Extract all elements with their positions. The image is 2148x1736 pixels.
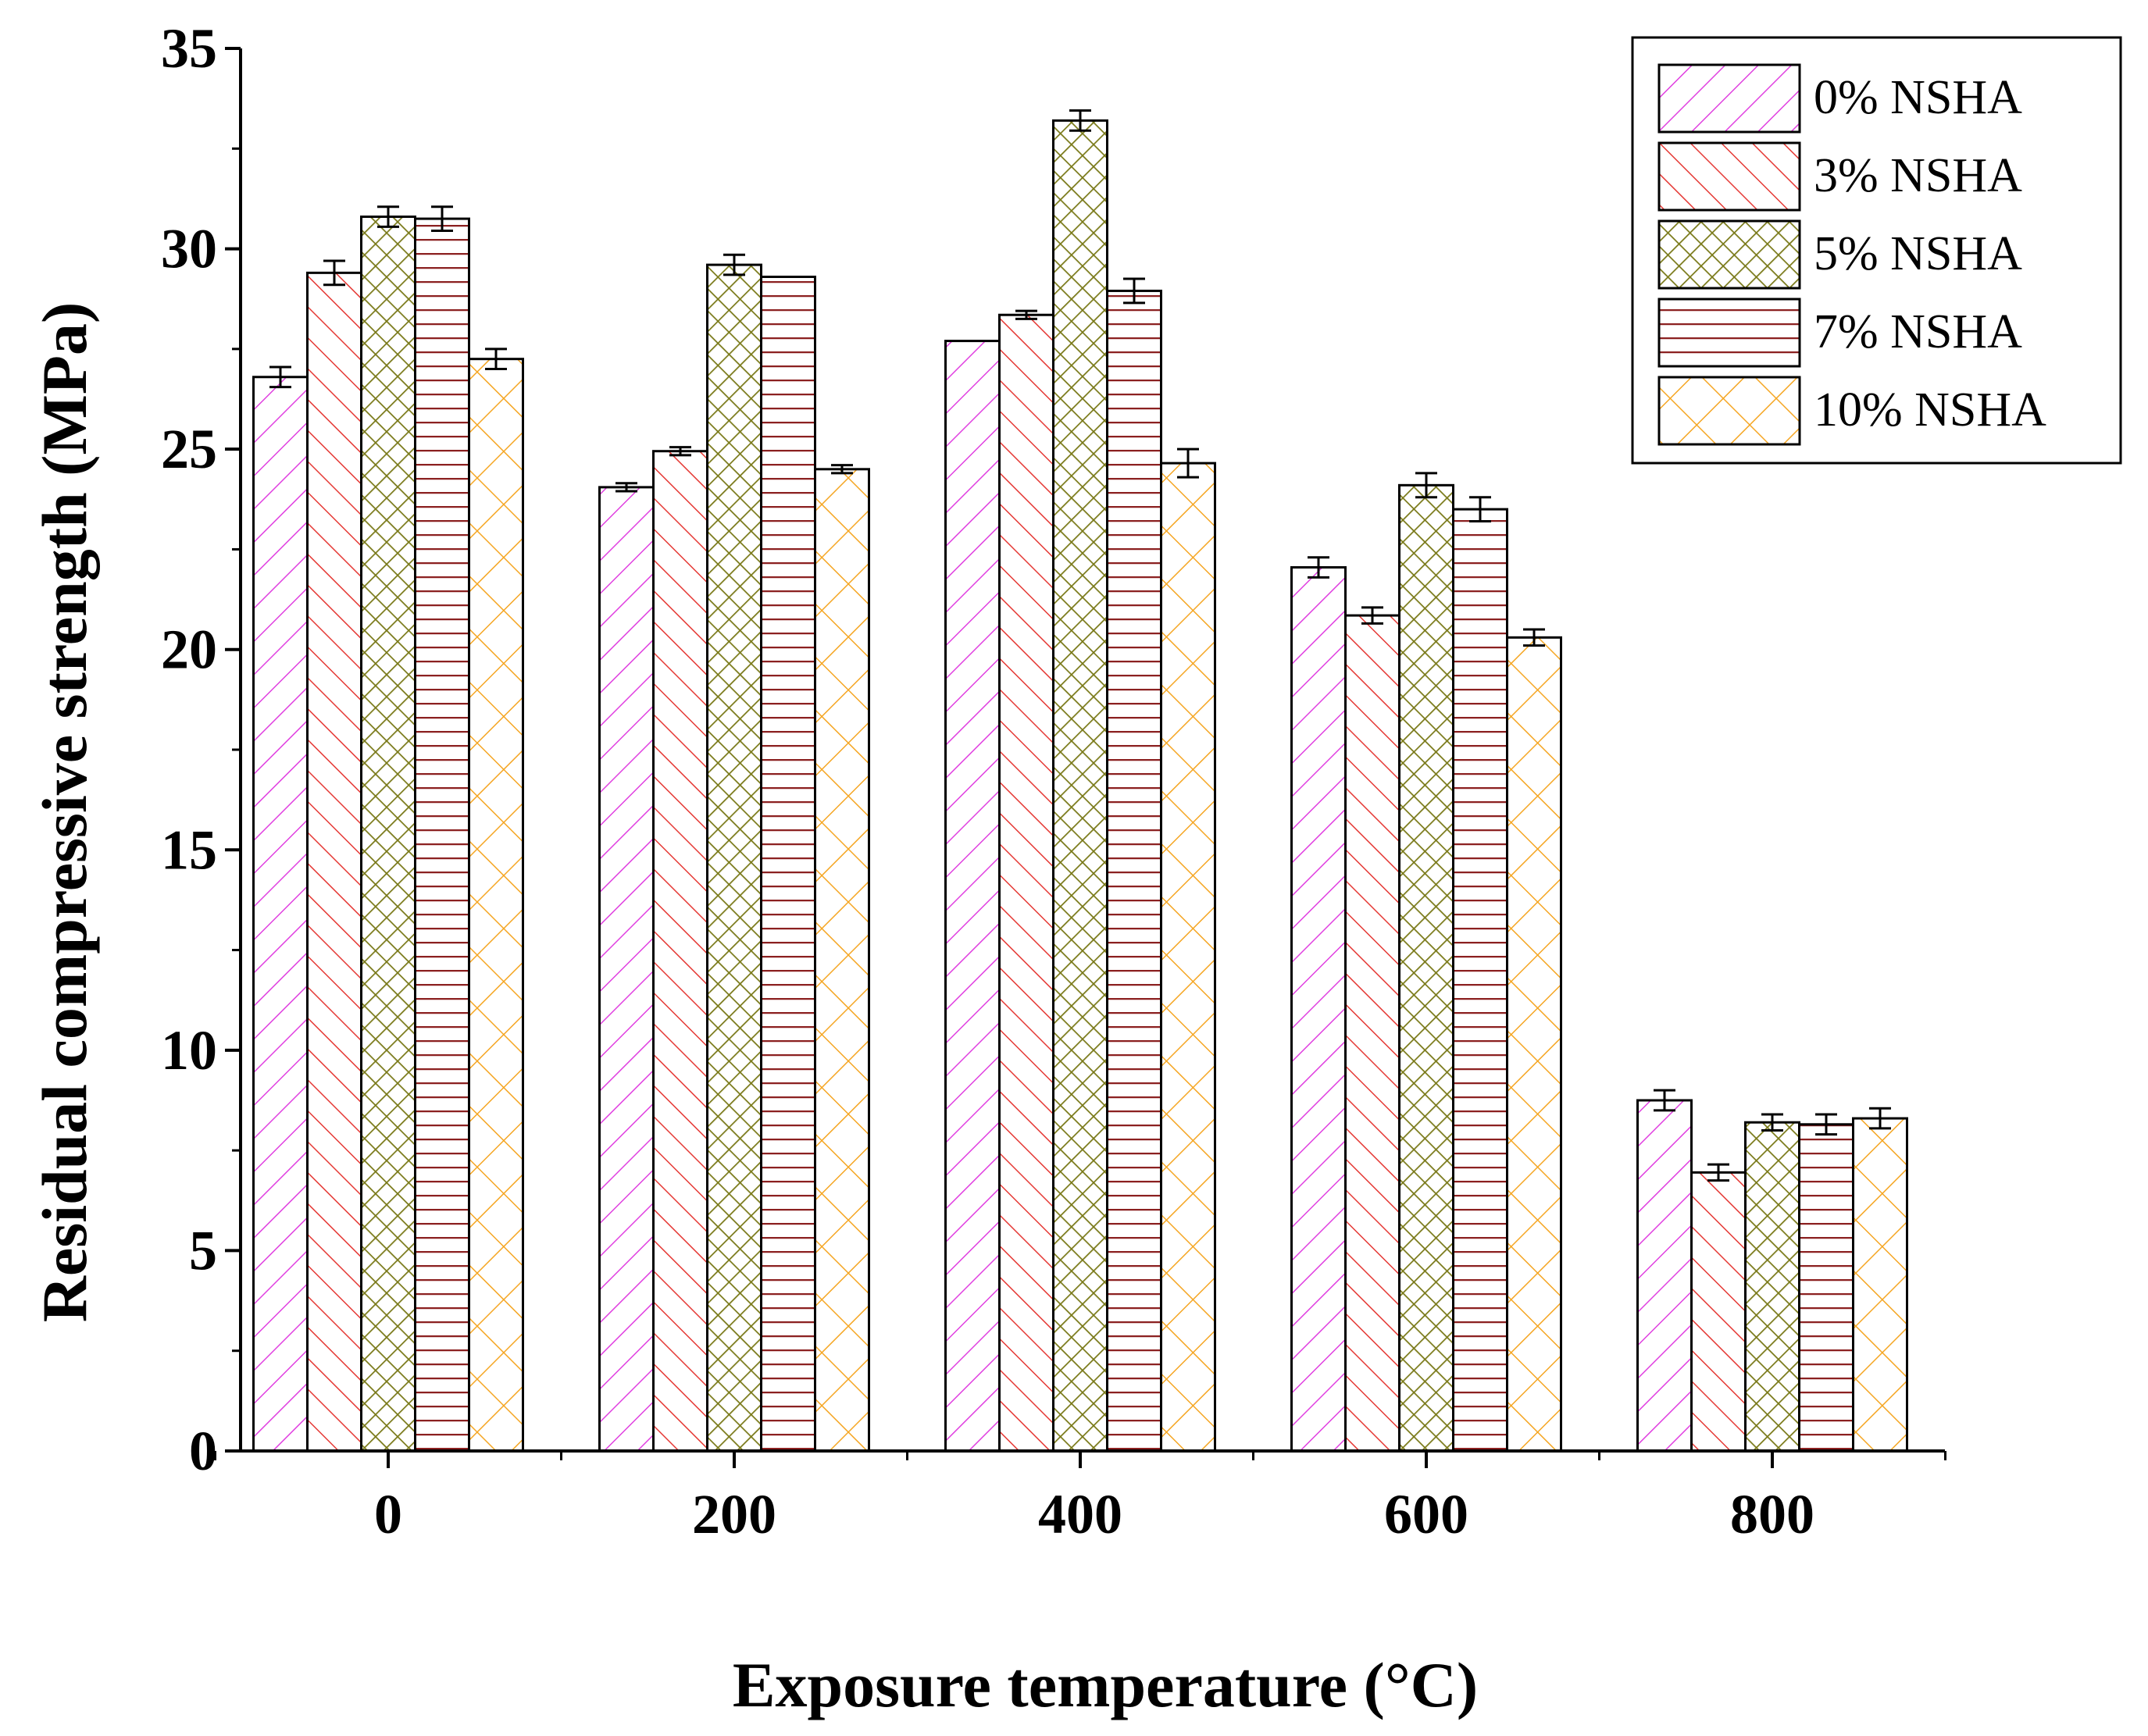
legend-label: 10% NSHA bbox=[1814, 383, 2046, 437]
x-tick-label: 400 bbox=[1038, 1483, 1122, 1545]
bar-800-2 bbox=[1690, 1171, 1747, 1453]
error-bar-0-2 bbox=[323, 259, 345, 287]
error-bar-600-2 bbox=[1361, 606, 1383, 625]
legend-item-5: 10% NSHA bbox=[1657, 376, 2046, 446]
y-tick-label: 35 bbox=[161, 17, 217, 80]
error-bar-0-4 bbox=[431, 205, 453, 232]
legend-swatch bbox=[1657, 298, 1801, 368]
bar-200-5 bbox=[814, 468, 870, 1453]
error-bar-600-1 bbox=[1308, 556, 1329, 579]
legend-item-2: 3% NSHA bbox=[1657, 141, 2022, 212]
bar-400-3 bbox=[1052, 119, 1108, 1453]
x-tick-label: 0 bbox=[374, 1483, 402, 1545]
bar-600-4 bbox=[1452, 508, 1508, 1453]
legend-item-1: 0% NSHA bbox=[1657, 63, 2022, 134]
error-bar-600-4 bbox=[1469, 496, 1491, 523]
error-bar-200-3 bbox=[723, 253, 745, 276]
legend-swatch bbox=[1657, 141, 1801, 212]
x-tick-label: 200 bbox=[692, 1483, 776, 1545]
bar-200-1 bbox=[598, 486, 655, 1453]
bar-400-5 bbox=[1160, 462, 1216, 1453]
legend-label: 0% NSHA bbox=[1814, 71, 2022, 124]
error-bar-0-5 bbox=[485, 348, 507, 371]
y-axis-title: Residual compressive strength (MPa) bbox=[29, 302, 100, 1323]
legend-label: 3% NSHA bbox=[1814, 149, 2022, 202]
bar-600-2 bbox=[1344, 614, 1400, 1453]
bar-0-5 bbox=[468, 358, 524, 1453]
bar-600-1 bbox=[1290, 566, 1347, 1453]
y-tick-label: 30 bbox=[161, 218, 217, 280]
y-tick-label: 25 bbox=[161, 418, 217, 480]
error-bar-800-4 bbox=[1815, 1113, 1837, 1136]
bar-400-2 bbox=[998, 313, 1054, 1453]
error-bar-200-5 bbox=[831, 464, 853, 475]
y-tick-label: 10 bbox=[161, 1019, 217, 1082]
legend-swatch bbox=[1657, 219, 1801, 290]
error-bar-600-5 bbox=[1523, 628, 1545, 647]
y-tick-label: 0 bbox=[189, 1420, 217, 1482]
bar-400-1 bbox=[944, 340, 1001, 1453]
error-bar-400-5 bbox=[1177, 447, 1199, 479]
y-tick-label: 15 bbox=[161, 818, 217, 881]
error-bar-800-2 bbox=[1707, 1163, 1729, 1182]
legend-swatch bbox=[1657, 376, 1801, 446]
bar-0-4 bbox=[414, 217, 470, 1453]
bar-800-5 bbox=[1852, 1117, 1908, 1453]
legend-label: 7% NSHA bbox=[1814, 305, 2022, 358]
bars-layer bbox=[252, 119, 1908, 1453]
bar-800-3 bbox=[1744, 1121, 1800, 1453]
error-bar-800-1 bbox=[1654, 1089, 1675, 1112]
legend-item-3: 5% NSHA bbox=[1657, 219, 2022, 290]
error-bars-layer bbox=[269, 109, 1891, 1182]
bar-800-4 bbox=[1798, 1123, 1854, 1453]
error-bar-400-3 bbox=[1069, 109, 1091, 132]
error-bar-0-3 bbox=[377, 205, 399, 228]
bar-200-3 bbox=[706, 263, 762, 1453]
legend-swatch bbox=[1657, 63, 1801, 134]
error-bar-200-1 bbox=[615, 482, 637, 493]
bar-400-4 bbox=[1106, 289, 1162, 1453]
x-axis-title: Exposure temperature (°C) bbox=[733, 1649, 1478, 1720]
axes-layer: 0 5 10 15 20 25 30 35 0 200 400 600 800 bbox=[161, 17, 1946, 1545]
error-bar-600-3 bbox=[1415, 472, 1437, 499]
y-tick-label: 5 bbox=[189, 1219, 217, 1282]
legend: 0% NSHA 3% NSHA 5% NSHA 7% NSHA 10% NSHA bbox=[1631, 36, 2122, 465]
bar-800-1 bbox=[1636, 1099, 1693, 1453]
x-tick-label: 600 bbox=[1384, 1483, 1468, 1545]
bar-0-2 bbox=[306, 271, 362, 1453]
legend-label: 5% NSHA bbox=[1814, 227, 2022, 280]
error-bar-200-2 bbox=[669, 446, 691, 457]
bar-0-1 bbox=[252, 376, 309, 1453]
bar-0-3 bbox=[360, 216, 416, 1453]
y-tick-label: 20 bbox=[161, 618, 217, 681]
bar-200-4 bbox=[760, 275, 816, 1453]
bar-600-5 bbox=[1506, 636, 1562, 1453]
bar-600-3 bbox=[1398, 483, 1454, 1453]
x-tick-label: 800 bbox=[1730, 1483, 1814, 1545]
error-bar-400-2 bbox=[1015, 309, 1037, 320]
error-bar-400-4 bbox=[1123, 277, 1145, 305]
bar-200-2 bbox=[652, 450, 708, 1453]
error-bar-0-1 bbox=[269, 365, 291, 389]
legend-item-4: 7% NSHA bbox=[1657, 298, 2022, 368]
error-bar-800-3 bbox=[1761, 1113, 1783, 1132]
error-bar-800-5 bbox=[1869, 1107, 1891, 1130]
